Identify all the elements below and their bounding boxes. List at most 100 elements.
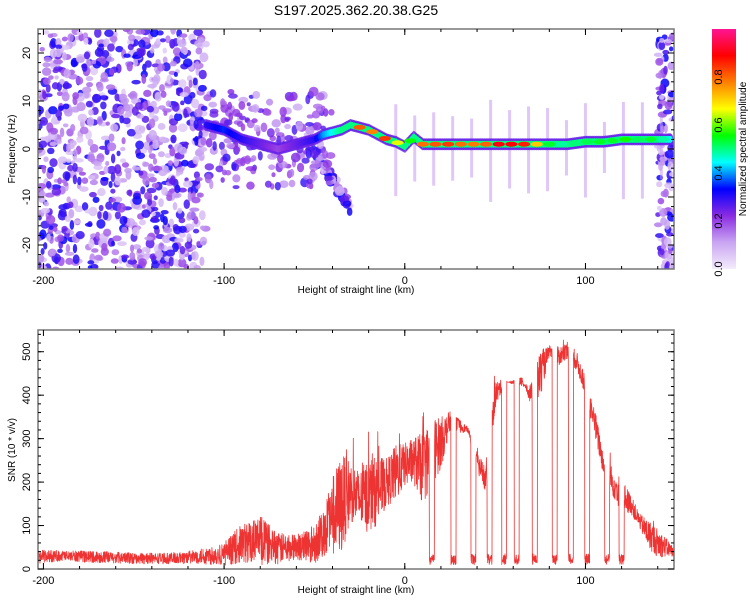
heatmap-blob bbox=[93, 164, 103, 170]
heatmap-blob bbox=[73, 219, 81, 225]
heatmap-blob bbox=[146, 105, 154, 113]
heatmap-blob bbox=[43, 156, 49, 163]
heatmap-blob bbox=[167, 160, 174, 166]
colorbar: 0.0 0.2 0.4 0.6 0.8 Normalized spectral ampl… bbox=[712, 29, 749, 277]
heatmap-blob bbox=[108, 133, 115, 142]
heatmap-blob bbox=[169, 60, 177, 67]
heatmap-blob bbox=[104, 29, 114, 38]
colorbar-tick-label-3: 0.6 bbox=[713, 117, 725, 132]
heatmap-blob bbox=[59, 78, 65, 85]
heatmap-blob bbox=[664, 150, 674, 159]
spectrogram-heatmap bbox=[38, 29, 674, 269]
heatmap-blob bbox=[39, 116, 49, 126]
heatmap-blob bbox=[102, 210, 109, 221]
heatmap-blob bbox=[668, 248, 673, 255]
heatmap-blob bbox=[83, 37, 89, 45]
heatmap-blob bbox=[123, 53, 131, 58]
heatmap-blob bbox=[135, 29, 146, 35]
heatmap-blob bbox=[56, 91, 63, 97]
heatmap-blob bbox=[165, 35, 171, 44]
heatmap-blob bbox=[50, 37, 57, 48]
heatmap-blob bbox=[191, 251, 199, 261]
heatmap-blob bbox=[292, 103, 303, 111]
heatmap-blob bbox=[138, 39, 146, 49]
heatmap-blob bbox=[222, 153, 231, 162]
heatmap-blob bbox=[91, 248, 99, 253]
heatmap-blob bbox=[342, 200, 352, 207]
heatmap-blob bbox=[310, 150, 319, 159]
heatmap-blob bbox=[47, 166, 55, 174]
heatmap-blob bbox=[141, 73, 147, 84]
heatmap-blob bbox=[246, 102, 251, 107]
heatmap-blob bbox=[325, 180, 334, 186]
heatmap-blob bbox=[129, 244, 135, 253]
heatmap-blob bbox=[100, 177, 109, 182]
heatmap-blob bbox=[163, 261, 171, 269]
heatmap-blob bbox=[48, 75, 54, 80]
heatmap-blob bbox=[45, 214, 56, 225]
snr-x-tick-label-1: -100 bbox=[213, 575, 235, 587]
heatmap-blob bbox=[53, 59, 63, 65]
heatmap-blob bbox=[660, 217, 667, 226]
heatmap-blob bbox=[178, 225, 187, 234]
heatmap-blob bbox=[99, 95, 109, 100]
heatmap-blob bbox=[150, 47, 155, 54]
heatmap-blob bbox=[105, 121, 110, 126]
heatmap-blob bbox=[658, 41, 666, 51]
heatmap-blob bbox=[70, 124, 76, 133]
heatmap-blob bbox=[201, 129, 209, 137]
heatmap-blob bbox=[129, 251, 136, 261]
heatmap-blob bbox=[664, 182, 674, 189]
heatmap-blob bbox=[209, 111, 219, 118]
heatmap-blob bbox=[305, 126, 315, 135]
heatmap-blob bbox=[132, 196, 143, 205]
heatmap-blob bbox=[220, 100, 228, 106]
heatmap-blob bbox=[194, 149, 203, 157]
heatmap-blob bbox=[267, 153, 278, 160]
heatmap-blob bbox=[328, 109, 335, 116]
heatmap-blob bbox=[144, 60, 152, 68]
heatmap-blob bbox=[61, 91, 70, 102]
heatmap-blob bbox=[52, 114, 57, 122]
heatmap-blob bbox=[38, 260, 42, 269]
heatmap-blob bbox=[61, 36, 68, 42]
heatmap-blob bbox=[66, 158, 72, 163]
heatmap-blob bbox=[63, 68, 71, 79]
heatmap-blob bbox=[136, 113, 144, 119]
heatmap-blob bbox=[325, 152, 336, 159]
heatmap-blob bbox=[142, 101, 149, 111]
snr-x-tick-label-0: -200 bbox=[32, 575, 54, 587]
heatmap-blob bbox=[101, 110, 107, 121]
heatmap-blob bbox=[94, 48, 104, 58]
snr-line-layer bbox=[38, 339, 674, 566]
heatmap-blob bbox=[192, 228, 200, 234]
heatmap-blob bbox=[131, 106, 139, 116]
heatmap-blob bbox=[152, 139, 159, 150]
colorbar-tick-label-0: 0.0 bbox=[713, 261, 725, 276]
heatmap-blob bbox=[132, 244, 142, 250]
heatmap-blob bbox=[193, 216, 199, 225]
heatmap-blob bbox=[96, 83, 104, 92]
heatmap-blob bbox=[295, 121, 303, 131]
heatmap-blob bbox=[303, 174, 311, 180]
heatmap-blob bbox=[168, 188, 176, 193]
heatmap-blob bbox=[72, 254, 80, 264]
spectrogram-x-tick-label-1: -100 bbox=[213, 275, 235, 287]
heatmap-blob bbox=[310, 160, 319, 165]
heatmap-blob bbox=[656, 181, 663, 188]
heatmap-blob bbox=[40, 248, 45, 255]
heatmap-blob bbox=[205, 138, 213, 148]
heatmap-blob bbox=[67, 33, 74, 42]
heatmap-blob bbox=[277, 154, 284, 164]
heatmap-blob bbox=[271, 172, 276, 178]
heatmap-blob bbox=[663, 123, 668, 134]
heatmap-blob bbox=[286, 95, 295, 102]
heatmap-blob bbox=[667, 213, 674, 222]
snr-y-tick-label-2: 200 bbox=[21, 473, 33, 491]
heatmap-blob bbox=[239, 157, 246, 167]
heatmap-blob bbox=[173, 143, 183, 153]
heatmap-blob bbox=[82, 32, 89, 39]
heatmap-blob bbox=[208, 101, 218, 108]
heatmap-blob bbox=[150, 166, 160, 172]
heatmap-blob bbox=[245, 166, 256, 172]
